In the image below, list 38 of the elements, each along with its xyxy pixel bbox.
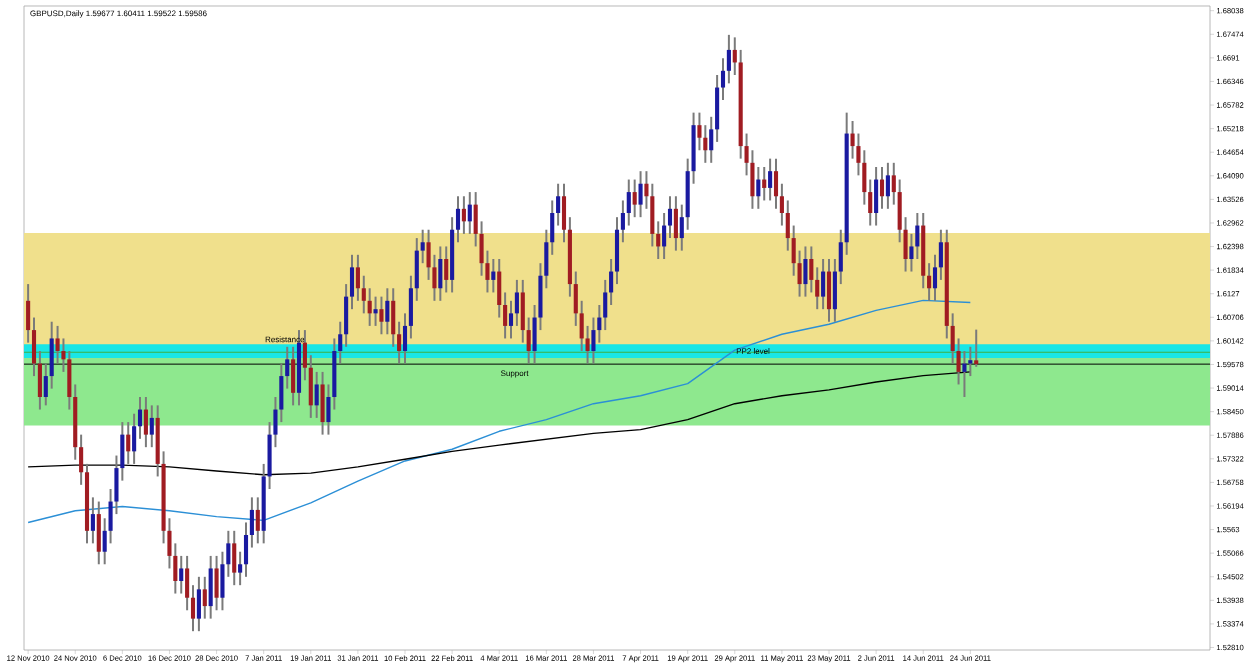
candlestick [232,529,237,587]
candlestick [96,500,101,566]
candlestick [885,161,890,210]
candlestick [196,575,201,633]
candlestick [491,258,496,294]
candlestick [821,258,826,311]
candlestick [143,396,148,449]
candlestick [803,245,808,298]
candlestick [632,178,637,219]
candlestick [379,295,384,336]
candlestick [208,554,213,620]
candlestick [179,554,184,595]
candlestick [320,370,325,436]
candlestick [385,287,390,336]
candlestick [55,324,60,365]
line-series [27,299,972,524]
candlestick [768,157,773,202]
candlestick [126,421,131,465]
candlestick [461,195,466,235]
candlestick [314,370,319,419]
candlestick [874,166,879,227]
candlestick [202,575,207,620]
candlestick [149,404,154,449]
candlestick [673,195,678,252]
candlestick [756,166,761,210]
candlestick [762,166,767,202]
candlestick [438,245,443,302]
candlestick [90,496,95,545]
candlestick [467,191,472,235]
candlestick [444,245,449,294]
candlestick [373,295,378,327]
candlestick [291,345,296,407]
candlestick [974,328,979,368]
candlestick [879,166,885,210]
candlestick [255,496,260,545]
candlestick [826,258,832,323]
candlestick [638,170,643,219]
candlestick [214,554,219,612]
